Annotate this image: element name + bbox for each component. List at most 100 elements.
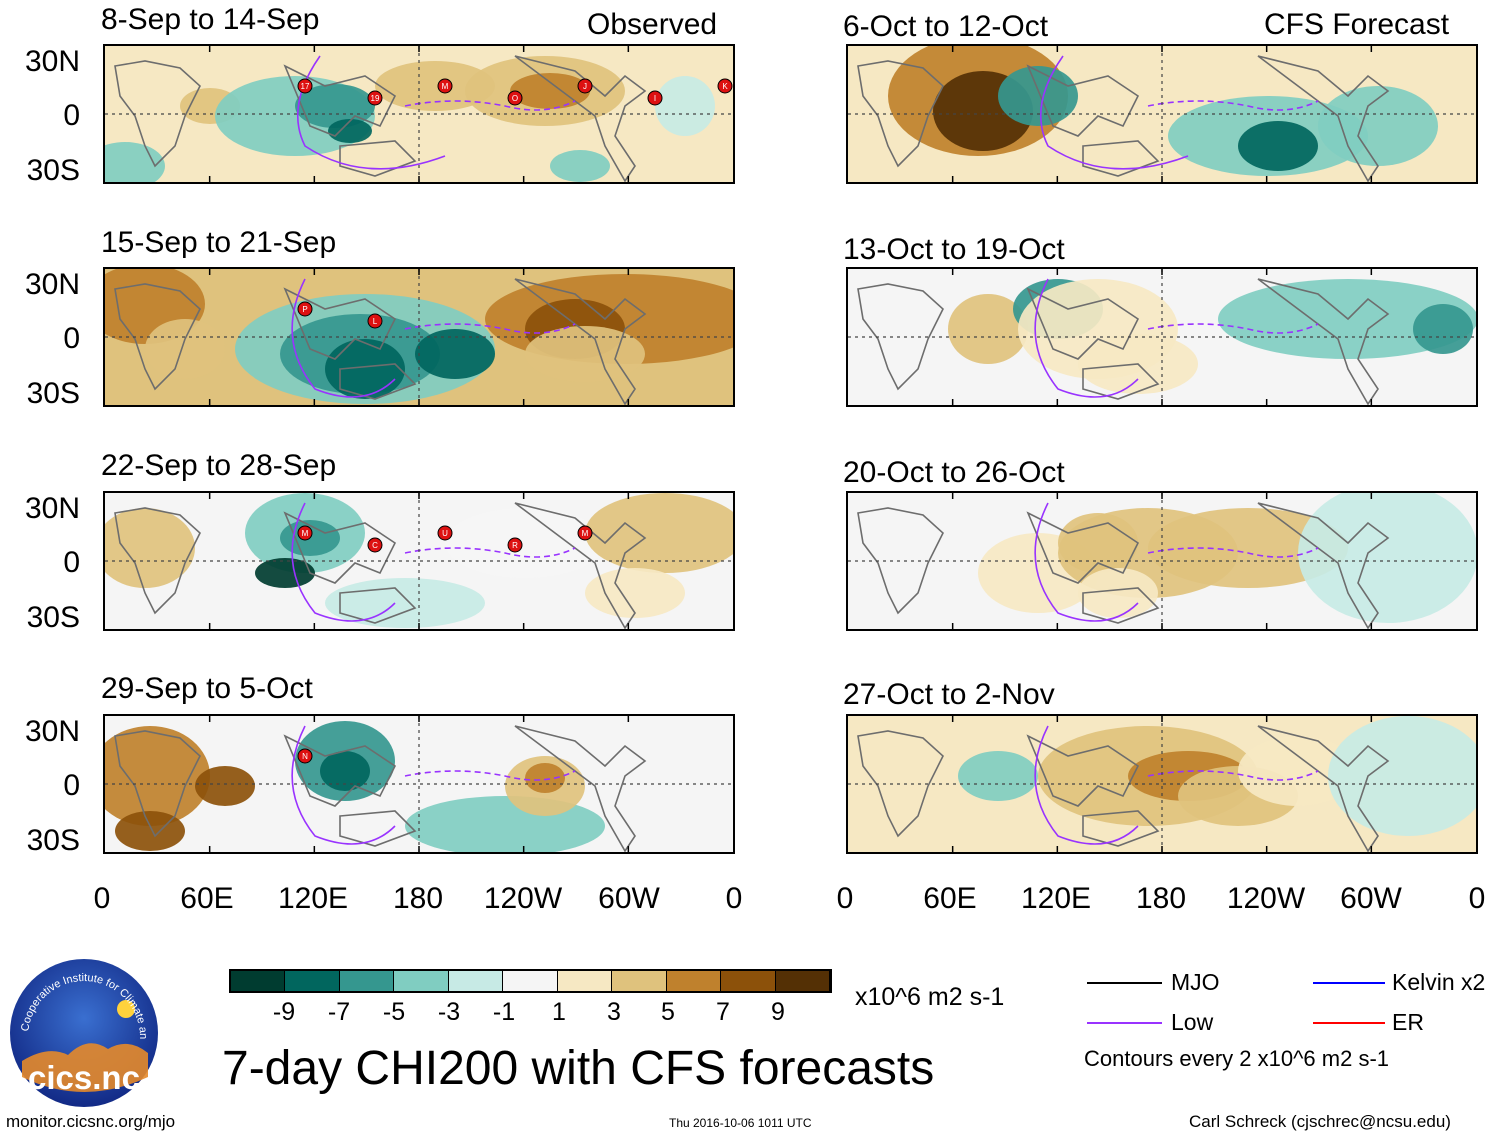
chi200-anomaly-region [145, 319, 225, 379]
low-contour [1039, 55, 1189, 170]
panel-title: 22-Sep to 28-Sep [101, 449, 337, 482]
lon-label-0: 0 [93, 882, 111, 915]
map-panel-observed-1: 17 19 M O J I K [103, 44, 735, 184]
storm-label: M [442, 82, 449, 91]
coastline [114, 502, 647, 629]
low-contour [291, 278, 396, 398]
lon-label-180: 180 [392, 882, 444, 915]
lon-label-0-end: 0 [725, 882, 743, 915]
storm-marker [297, 78, 313, 94]
lon-label-120e: 120E [277, 882, 349, 915]
colorbar-tick: -5 [382, 998, 406, 1026]
colorbar-swatch [503, 971, 558, 991]
low-contour [291, 502, 396, 622]
low-contour-dashed [404, 770, 576, 781]
chi200-anomaly-region [105, 508, 195, 588]
coastline [857, 55, 1390, 182]
storm-marker [437, 78, 453, 94]
low-contour [1034, 502, 1139, 622]
colorbar-units: x10^6 m2 s-1 [855, 983, 1005, 1011]
chi200-anomaly-region [255, 558, 315, 588]
map-panel-forecast-1 [846, 44, 1478, 184]
colorbar-tick: -1 [492, 998, 516, 1026]
colorbar-tick: 3 [607, 998, 621, 1026]
storm-label: N [302, 752, 308, 761]
panel-title: 20-Oct to 26-Oct [843, 456, 1065, 489]
colorbar-tick: 7 [716, 998, 730, 1026]
main-title: 7-day CHI200 with CFS forecasts [222, 1042, 935, 1095]
chi200-anomaly-region [655, 76, 715, 136]
logo-waves [22, 1043, 148, 1092]
lon-label-0-end: 0 [1468, 882, 1486, 915]
lat-label-0: 0 [63, 769, 80, 802]
colorbar-swatch [666, 971, 722, 991]
lat-label-30n: 30N [24, 268, 80, 301]
chi200-anomaly-region [325, 339, 405, 399]
chi200-anomaly-region [320, 751, 370, 791]
colorbar-swatch [721, 971, 776, 991]
colorbar-tick: 5 [661, 998, 675, 1026]
lon-label-60e: 60E [923, 882, 977, 915]
storm-marker [367, 537, 383, 553]
chi200-anomaly-region [1328, 716, 1476, 836]
storm-label: P [302, 305, 307, 314]
storm-label: O [512, 94, 518, 103]
chi200-anomaly-region [958, 751, 1038, 801]
chi200-anomaly-region [550, 150, 610, 182]
footer-url[interactable]: monitor.cicsnc.org/mjo [6, 1112, 176, 1131]
legend-line-kelvin [1313, 982, 1385, 984]
storm-marker [577, 78, 593, 94]
panel-title: 13-Oct to 19-Oct [843, 233, 1065, 266]
legend-label-kelvin: Kelvin x2 [1392, 969, 1486, 995]
coastline [857, 725, 1390, 852]
legend-line-er [1313, 1022, 1385, 1024]
lat-label-30s: 30S [26, 601, 80, 634]
low-contour [291, 725, 396, 845]
colorbar-swatch [612, 971, 667, 991]
footer-timestamp: Thu 2016-10-06 1011 UTC [669, 1116, 812, 1130]
lat-label-0: 0 [63, 546, 80, 579]
lon-label-120w: 120W [1226, 882, 1306, 915]
legend-line-low [1087, 1022, 1162, 1024]
storm-marker [437, 525, 453, 541]
colorbar-tick: -7 [327, 998, 351, 1026]
chi200-anomaly-region [948, 294, 1028, 364]
colorbar-swatch [285, 971, 340, 991]
colorbar-swatch [231, 971, 286, 991]
chi200-anomaly-region [1238, 736, 1358, 806]
colorbar-swatch [775, 971, 830, 991]
coastline [857, 278, 1390, 405]
storm-label: I [654, 94, 656, 103]
storm-label: U [442, 529, 448, 538]
low-contour [1034, 725, 1139, 845]
footer-author: Carl Schreck (cjschrec@ncsu.edu) [1189, 1112, 1451, 1131]
chi200-anomaly-region [328, 119, 372, 143]
lat-label-30s: 30S [26, 154, 80, 187]
map-panel-observed-4: N [103, 714, 735, 854]
storm-label: M [582, 529, 589, 538]
legend-label-mjo: MJO [1171, 969, 1220, 995]
chi200-anomaly-region [375, 61, 495, 111]
storm-marker [577, 525, 593, 541]
low-contour-dashed [404, 547, 576, 558]
panel-title: 6-Oct to 12-Oct [843, 10, 1049, 43]
storm-marker [717, 78, 733, 94]
low-contour-dashed [404, 323, 576, 334]
chi200-anomaly-region [1298, 493, 1476, 623]
map-panel-forecast-4 [846, 714, 1478, 854]
colorbar-swatch [557, 971, 613, 991]
lat-label-30n: 30N [24, 715, 80, 748]
storm-marker [367, 90, 383, 106]
chi200-anomaly-region [525, 326, 645, 382]
map-panel-forecast-2 [846, 267, 1478, 407]
storm-label: K [722, 82, 728, 91]
legend-line-mjo [1087, 982, 1162, 984]
colorbar [229, 969, 832, 993]
lat-label-0: 0 [63, 322, 80, 355]
chi200-anomaly-region [105, 726, 210, 826]
storm-label: 19 [371, 94, 380, 103]
legend-label-low: Low [1171, 1009, 1214, 1035]
storm-label: J [583, 82, 587, 91]
chi200-anomaly-region [195, 766, 255, 806]
storm-marker [647, 90, 663, 106]
